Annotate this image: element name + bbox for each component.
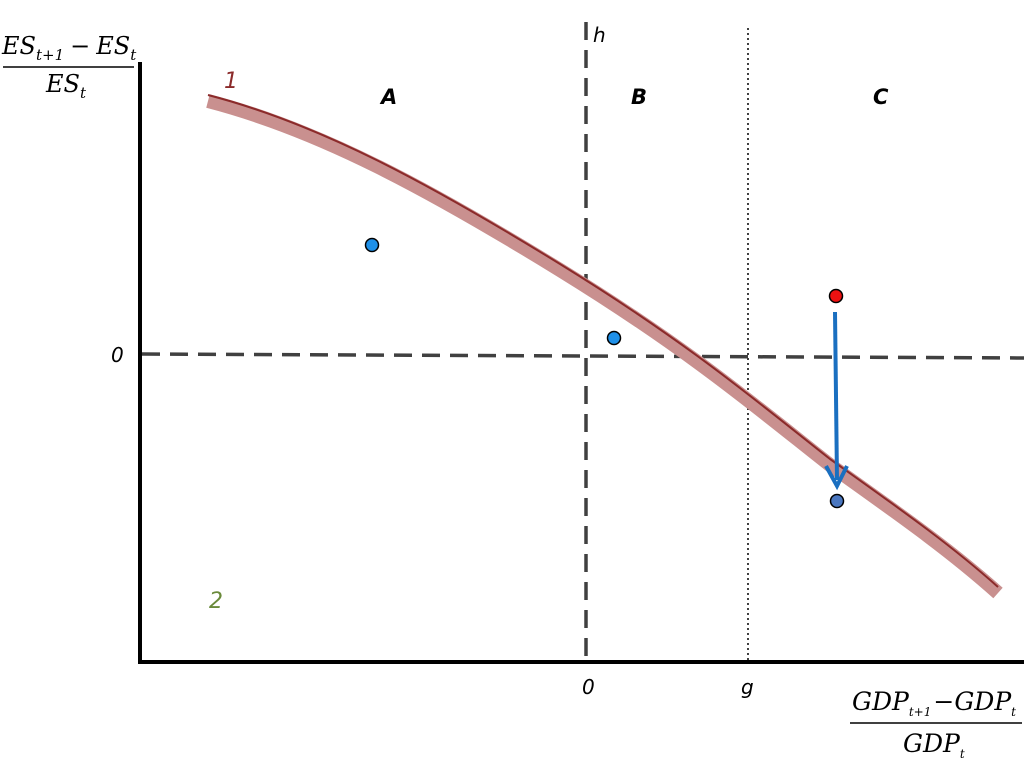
- zero-growth-dashed-line: [141, 352, 1024, 360]
- x-axis-label: GDPt+1−GDPt GDPt: [850, 687, 1022, 761]
- region-c-label: C: [873, 85, 889, 109]
- y-zero-label: 0: [111, 343, 124, 367]
- h-line-label: h: [593, 23, 606, 47]
- curve-1-line: [207, 94, 999, 588]
- g-line-label: g: [741, 675, 754, 699]
- curve-1-band: [206, 94, 1003, 599]
- blue-point-region-a: [364, 237, 380, 253]
- y-axis-label: ESt+1− ESt ESt: [1, 32, 137, 102]
- downward-arrow-shaft: [833, 311, 839, 481]
- label-2: 2: [209, 589, 223, 614]
- region-b-label: B: [631, 85, 647, 109]
- x-zero-label: 0: [582, 675, 595, 699]
- y-axis-denominator: ESt: [45, 70, 87, 102]
- x-axis-numerator: GDPt+1−GDPt: [852, 687, 1016, 719]
- blue-point-region-b: [606, 330, 622, 346]
- x-axis-denominator: GDPt: [903, 729, 965, 761]
- steel-blue-point-region-c: [829, 493, 845, 509]
- downward-arrow-head: [824, 465, 849, 491]
- red-point-region-c: [828, 288, 844, 304]
- y-axis-numerator: ESt+1− ESt: [1, 32, 137, 64]
- curve-1-label: 1: [224, 69, 238, 94]
- region-a-label: A: [379, 85, 397, 109]
